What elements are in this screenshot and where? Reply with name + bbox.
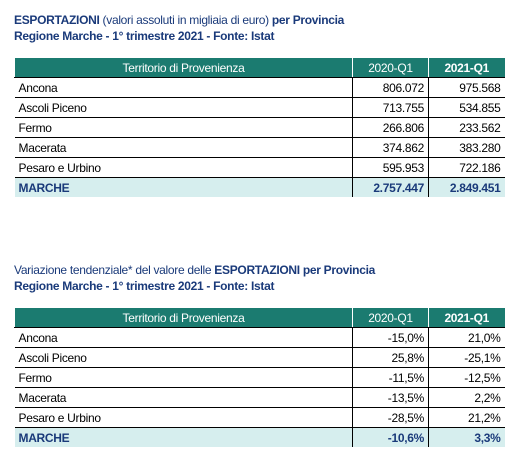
- header-cell: 2021-Q1: [428, 58, 505, 78]
- total-value: -10,6%: [352, 427, 429, 447]
- row: Ascoli Piceno 713.755 534.855: [14, 97, 505, 118]
- row: Macerata -13,5% 2,2%: [14, 387, 505, 408]
- value-cell: 233.562: [428, 117, 505, 138]
- label-cell: Ascoli Piceno: [14, 347, 353, 368]
- title-part: ESPORTAZIONI: [14, 13, 100, 27]
- row: Ascoli Piceno 25,8% -25,1%: [14, 347, 505, 368]
- value-cell: 374.862: [352, 137, 429, 158]
- value-cell: 534.855: [428, 97, 505, 118]
- total-row: MARCHE 2.757.447 2.849.451: [14, 177, 505, 197]
- header-cell: 2021-Q1: [428, 308, 505, 328]
- value-cell: 21,2%: [428, 407, 505, 428]
- row: Pesaro e Urbino -28,5% 21,2%: [14, 407, 505, 428]
- section: Variazione tendenziale* del valore delle…: [14, 262, 505, 447]
- row: Ancona 806.072 975.568: [14, 77, 505, 98]
- value-cell: 21,0%: [428, 327, 505, 348]
- value-cell: 595.953: [352, 157, 429, 178]
- value-cell: 722.186: [428, 157, 505, 178]
- total-value: 2.849.451: [428, 177, 505, 197]
- label-cell: Macerata: [14, 137, 353, 158]
- header-row: Territorio di Provenienza 2020-Q1 2021-Q1: [14, 308, 505, 328]
- label-cell: Fermo: [14, 367, 353, 388]
- data-table: Territorio di Provenienza 2020-Q1 2021-Q1 A…: [14, 58, 505, 197]
- value-cell: 713.755: [352, 97, 429, 118]
- total-label: MARCHE: [14, 427, 353, 447]
- title-part: (valori assoluti in migliaia di euro): [99, 13, 272, 27]
- total-row: MARCHE -10,6% 3,3%: [14, 427, 505, 447]
- title-line: Variazione tendenziale* del valore delle…: [14, 262, 504, 278]
- row: Ancona -15,0% 21,0%: [14, 327, 505, 348]
- label-cell: Pesaro e Urbino: [14, 407, 353, 428]
- title-line: ESPORTAZIONI (valori assoluti in migliai…: [14, 12, 504, 28]
- value-cell: 806.072: [352, 77, 429, 98]
- row: Pesaro e Urbino 595.953 722.186: [14, 157, 505, 178]
- value-cell: 2,2%: [428, 387, 505, 408]
- value-cell: 25,8%: [352, 347, 429, 368]
- header-row: Territorio di Provenienza 2020-Q1 2021-Q1: [14, 58, 505, 78]
- data-table: Territorio di Provenienza 2020-Q1 2021-Q1 A…: [14, 308, 505, 447]
- value-cell: -12,5%: [428, 367, 505, 388]
- label-cell: Ascoli Piceno: [14, 97, 353, 118]
- subtitle: Regione Marche - 1° trimestre 2021 - Fon…: [14, 29, 275, 43]
- total-value: 2.757.447: [352, 177, 429, 197]
- label-cell: Fermo: [14, 117, 353, 138]
- label-cell: Ancona: [14, 327, 353, 348]
- row: Fermo 266.806 233.562: [14, 117, 505, 138]
- total-label: MARCHE: [14, 177, 353, 197]
- value-cell: -28,5%: [352, 407, 429, 428]
- title-part: per Provincia: [271, 13, 345, 27]
- header-cell: Territorio di Provenienza: [14, 58, 353, 78]
- value-cell: 383.280: [428, 137, 505, 158]
- value-cell: -15,0%: [352, 327, 429, 348]
- label-cell: Ancona: [14, 77, 353, 98]
- header-cell: 2020-Q1: [352, 308, 429, 328]
- title-part: ESPORTAZIONI per Provincia: [214, 263, 375, 277]
- title-part: Variazione tendenziale* del valore delle: [14, 263, 215, 277]
- value-cell: 975.568: [428, 77, 505, 98]
- label-cell: Macerata: [14, 387, 353, 408]
- section: ESPORTAZIONI (valori assoluti in migliai…: [14, 12, 505, 197]
- value-cell: 266.806: [352, 117, 429, 138]
- label-cell: Pesaro e Urbino: [14, 157, 353, 178]
- total-value: 3,3%: [428, 427, 505, 447]
- header-cell: 2020-Q1: [352, 58, 429, 78]
- subtitle: Regione Marche - 1° trimestre 2021 - Fon…: [14, 279, 275, 293]
- header-cell: Territorio di Provenienza: [14, 308, 353, 328]
- value-cell: -13,5%: [352, 387, 429, 408]
- row: Fermo -11,5% -12,5%: [14, 367, 505, 388]
- row: Macerata 374.862 383.280: [14, 137, 505, 158]
- value-cell: -25,1%: [428, 347, 505, 368]
- value-cell: -11,5%: [352, 367, 429, 388]
